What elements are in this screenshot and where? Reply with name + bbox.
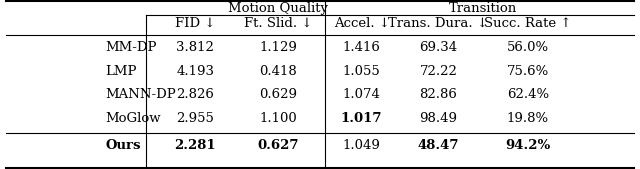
Text: 1.129: 1.129 — [259, 41, 298, 54]
Text: 1.017: 1.017 — [341, 112, 382, 125]
Text: MoGlow: MoGlow — [106, 112, 161, 125]
Text: Succ. Rate ↑: Succ. Rate ↑ — [484, 17, 572, 30]
Text: Ft. Slid. ↓: Ft. Slid. ↓ — [244, 17, 313, 30]
Text: FID ↓: FID ↓ — [175, 17, 216, 30]
Text: MANN-DP: MANN-DP — [106, 88, 177, 101]
Text: 1.049: 1.049 — [342, 139, 381, 152]
Text: 1.055: 1.055 — [343, 65, 380, 78]
Text: 3.812: 3.812 — [176, 41, 214, 54]
Text: 19.8%: 19.8% — [507, 112, 549, 125]
Text: Trans. Dura. ↓: Trans. Dura. ↓ — [388, 17, 488, 30]
Text: 75.6%: 75.6% — [507, 65, 549, 78]
Text: 4.193: 4.193 — [176, 65, 214, 78]
Text: 0.418: 0.418 — [260, 65, 297, 78]
Text: Ours: Ours — [106, 139, 141, 152]
Text: 48.47: 48.47 — [418, 139, 459, 152]
Text: 56.0%: 56.0% — [507, 41, 549, 54]
Text: 82.86: 82.86 — [419, 88, 458, 101]
Text: Transition: Transition — [449, 2, 517, 15]
Text: 0.629: 0.629 — [259, 88, 298, 101]
Text: 94.2%: 94.2% — [506, 139, 550, 152]
Text: 2.826: 2.826 — [176, 88, 214, 101]
Text: MM-DP: MM-DP — [106, 41, 157, 54]
Text: LMP: LMP — [106, 65, 137, 78]
Text: 69.34: 69.34 — [419, 41, 458, 54]
Text: 98.49: 98.49 — [419, 112, 458, 125]
Text: 2.955: 2.955 — [176, 112, 214, 125]
Text: 1.100: 1.100 — [260, 112, 297, 125]
Text: Motion Quality: Motion Quality — [228, 2, 328, 15]
Text: 62.4%: 62.4% — [507, 88, 549, 101]
Text: Accel. ↓: Accel. ↓ — [333, 17, 390, 30]
Text: 72.22: 72.22 — [419, 65, 458, 78]
Text: 0.627: 0.627 — [258, 139, 299, 152]
Text: 1.074: 1.074 — [342, 88, 381, 101]
Text: 2.281: 2.281 — [174, 139, 216, 152]
Text: 1.416: 1.416 — [342, 41, 381, 54]
